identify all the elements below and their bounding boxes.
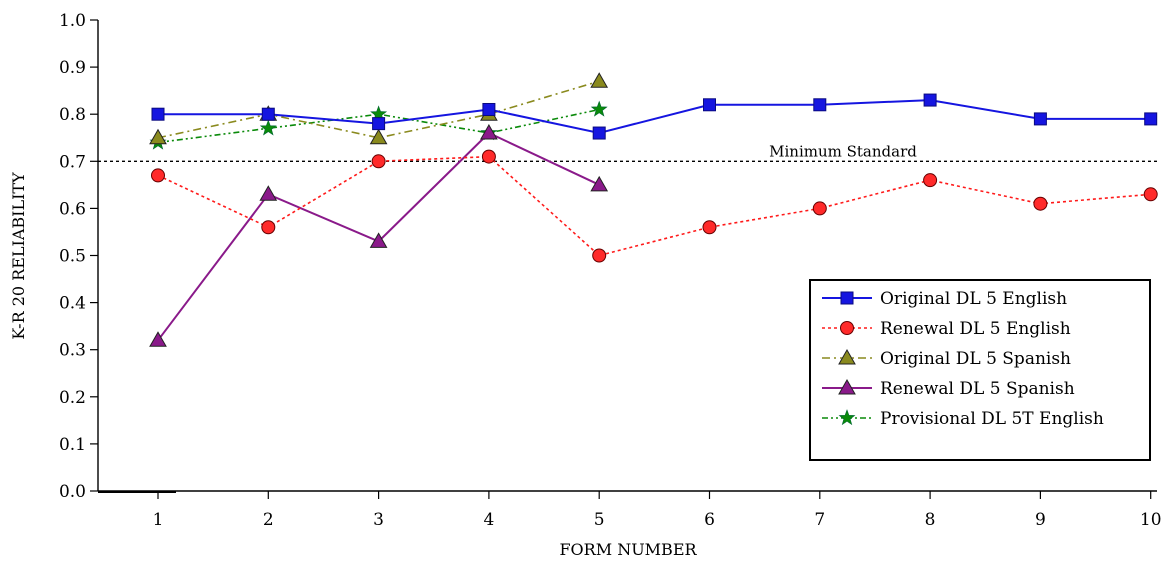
- legend-box: [809, 279, 1151, 461]
- data-point: [1033, 112, 1047, 126]
- data-point: [592, 126, 606, 140]
- data-point: [482, 102, 496, 116]
- x-tick-label: 2: [263, 510, 274, 530]
- legend-label: Provisional DL 5T English: [880, 409, 1104, 429]
- series-renewal-dl-5-english: [151, 149, 1158, 263]
- y-tick-label: 0.0: [59, 482, 86, 502]
- minimum-standard-label: Minimum Standard: [769, 142, 917, 160]
- legend-label: Original DL 5 Spanish: [880, 349, 1071, 369]
- legend-item: Renewal DL 5 Spanish: [822, 378, 1075, 399]
- data-point: [812, 201, 827, 216]
- data-point: [923, 173, 938, 188]
- legend-item: Original DL 5 Spanish: [822, 348, 1071, 369]
- data-point: [590, 175, 609, 192]
- y-tick-label: 0.4: [59, 294, 86, 314]
- data-point: [259, 185, 278, 201]
- legend-label: Original DL 5 English: [880, 289, 1067, 309]
- data-point: [371, 154, 386, 169]
- data-point: [261, 220, 276, 235]
- series-line: [157, 155, 1151, 257]
- series-line: [158, 99, 1151, 135]
- legend-item: Renewal DL 5 English: [822, 319, 1071, 339]
- series-layer: [149, 72, 1158, 347]
- y-tick-label: 0.6: [59, 199, 86, 219]
- legend-item: Original DL 5 English: [822, 289, 1067, 309]
- y-tick-label: 0.7: [59, 152, 86, 172]
- legend: Original DL 5 English Renewal DL 5 Englis…: [809, 279, 1151, 461]
- reference-line-group: Minimum Standard: [98, 142, 1157, 162]
- data-point: [481, 149, 496, 164]
- y-axis-title: K-R 20 RELIABILITY: [9, 172, 28, 340]
- x-tick-label: 9: [1035, 510, 1046, 530]
- legend-marker: [838, 348, 856, 365]
- data-point: [1033, 196, 1048, 211]
- legend-marker: [838, 378, 856, 395]
- x-tick-label: 3: [373, 510, 384, 530]
- data-point: [1144, 112, 1158, 126]
- x-tick-label: 5: [594, 510, 605, 530]
- series-original-dl-5-english: [151, 93, 1158, 140]
- data-point: [480, 124, 498, 140]
- y-tick-label: 0.1: [59, 435, 86, 455]
- series-line: [157, 80, 600, 139]
- legend-label: Renewal DL 5 English: [880, 319, 1071, 339]
- y-tick-label: 0.8: [59, 105, 86, 125]
- data-point: [369, 128, 388, 145]
- series-line: [157, 108, 600, 144]
- y-tick-label: 0.9: [59, 58, 86, 78]
- x-tick-label: 4: [483, 510, 494, 530]
- x-tick-label: 8: [925, 510, 936, 530]
- data-point: [590, 72, 609, 88]
- data-point: [259, 119, 277, 136]
- x-tick-label: 10: [1140, 510, 1162, 530]
- data-point: [703, 98, 716, 112]
- legend-marker: [838, 409, 856, 426]
- axes: 0.0 0.1 0.2 0.3 0.4 0.5 0.6 0.7 0.8 0.9 1.0 1 2 3 4 5 6 7…: [59, 11, 1162, 530]
- data-point: [149, 128, 167, 145]
- data-point: [372, 117, 386, 131]
- legend-item: Provisional DL 5T English: [822, 409, 1104, 429]
- y-tick-label: 0.5: [59, 247, 86, 267]
- y-tick-label: 0.2: [59, 388, 86, 408]
- y-tick-label: 1.0: [59, 11, 86, 31]
- data-point: [149, 331, 167, 347]
- legend-marker: [840, 291, 854, 305]
- y-tick-label: 0.3: [59, 341, 86, 361]
- data-point: [702, 220, 717, 235]
- data-point: [261, 107, 275, 121]
- data-point: [923, 93, 937, 107]
- data-point: [592, 248, 607, 263]
- legend-label: Renewal DL 5 Spanish: [880, 379, 1075, 399]
- x-tick-label: 1: [153, 510, 164, 530]
- x-tick-label: 6: [704, 510, 715, 530]
- legend-marker: [840, 321, 854, 335]
- series-renewal-dl-5-spanish: [149, 124, 609, 347]
- data-point: [151, 168, 165, 183]
- x-tick-label: 7: [814, 510, 825, 530]
- data-point: [1143, 187, 1158, 202]
- x-axis-title: FORM NUMBER: [559, 540, 697, 559]
- data-point: [813, 98, 827, 112]
- data-point: [590, 100, 608, 117]
- data-point: [151, 107, 165, 121]
- data-point: [369, 232, 388, 248]
